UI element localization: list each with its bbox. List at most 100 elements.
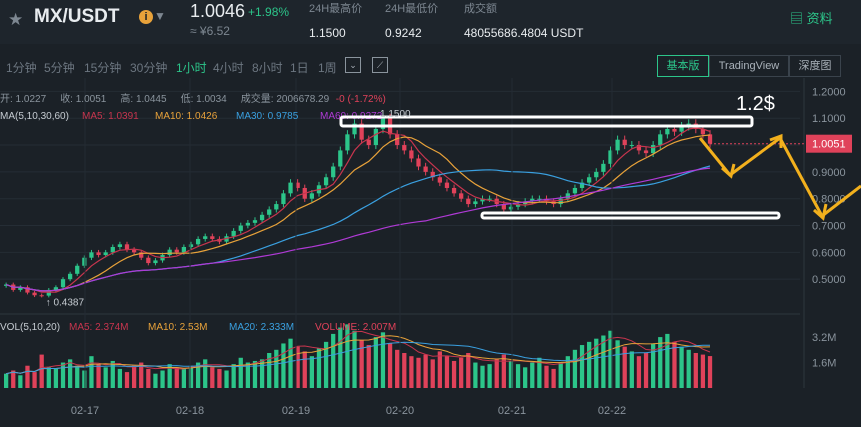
volume-bar bbox=[288, 338, 293, 388]
volume-bar bbox=[473, 362, 478, 388]
support-box bbox=[480, 211, 781, 220]
info-link[interactable]: ▤ 资料 bbox=[790, 8, 833, 27]
candle bbox=[707, 134, 713, 144]
chevron-down-icon[interactable]: ▼ bbox=[154, 9, 166, 23]
info-icon[interactable]: i bbox=[139, 10, 153, 24]
volume-bar bbox=[274, 349, 279, 388]
ohlc-label: 收: 1.0051 bbox=[60, 92, 107, 105]
pair-name[interactable]: MX/USDT bbox=[34, 6, 120, 27]
volume-bar bbox=[608, 330, 613, 388]
volume-bar bbox=[515, 364, 521, 388]
stat-value: 1.1500 bbox=[309, 26, 346, 40]
timeframe-8h[interactable]: 8小时 bbox=[252, 61, 283, 75]
candle bbox=[572, 187, 578, 194]
ohlc-label: 高: 1.0445 bbox=[120, 92, 167, 105]
volume-bar bbox=[160, 370, 165, 388]
timeframe-1w[interactable]: 1周 bbox=[318, 61, 337, 75]
candle bbox=[515, 204, 521, 207]
candle bbox=[565, 193, 570, 199]
candle bbox=[188, 244, 194, 247]
volume-bar bbox=[416, 357, 421, 388]
volume-bar bbox=[96, 364, 101, 388]
candle bbox=[153, 260, 158, 264]
timeframe-15m[interactable]: 15分钟 bbox=[84, 61, 122, 75]
volume-bar bbox=[195, 362, 201, 388]
volume-bar bbox=[558, 362, 563, 388]
candle bbox=[444, 182, 450, 188]
view-basic-button[interactable]: 基本版 bbox=[657, 55, 709, 77]
candle bbox=[437, 177, 442, 183]
candle bbox=[146, 257, 151, 264]
volume-bar bbox=[75, 365, 80, 388]
favorite-star-icon[interactable]: ★ bbox=[8, 10, 24, 29]
y-tick-label: 0.6000 bbox=[812, 247, 846, 259]
volume-bar bbox=[174, 367, 179, 388]
ohlc-label: 成交量: 2006678.29 bbox=[241, 92, 330, 105]
volume-bar bbox=[281, 343, 286, 388]
volume-bar bbox=[252, 360, 258, 388]
candle bbox=[25, 287, 30, 293]
view-tradingview-button[interactable]: TradingView bbox=[709, 55, 789, 77]
ma-legend-label: MA10: 1.0426 bbox=[155, 111, 218, 122]
candle bbox=[210, 236, 215, 239]
candle bbox=[89, 252, 94, 258]
candle bbox=[366, 139, 371, 146]
timeframe-4h[interactable]: 4小时 bbox=[213, 61, 244, 75]
volume-bar bbox=[508, 360, 514, 388]
document-icon: ▤ bbox=[790, 11, 804, 26]
ma60-line bbox=[5, 167, 711, 292]
ohlc-label: 低: 1.0034 bbox=[181, 92, 228, 105]
candle bbox=[338, 150, 343, 167]
candle bbox=[103, 252, 108, 256]
more-timeframes-icon[interactable]: ⌄ bbox=[345, 57, 361, 73]
ma5-line bbox=[5, 127, 711, 293]
volume-bar bbox=[629, 351, 634, 388]
volume-bar bbox=[60, 362, 66, 388]
candle bbox=[594, 171, 599, 178]
volume-bar bbox=[146, 368, 151, 388]
candle bbox=[380, 118, 386, 129]
view-depth-button[interactable]: 深度图 bbox=[789, 55, 841, 77]
volume-bar bbox=[338, 327, 343, 388]
timeframe-5m[interactable]: 5分钟 bbox=[44, 61, 75, 75]
volume-bar bbox=[188, 365, 194, 388]
candle bbox=[82, 257, 87, 266]
candle bbox=[501, 204, 506, 210]
volume-bar bbox=[636, 356, 642, 388]
volume-bar bbox=[373, 337, 378, 388]
volume-bar bbox=[480, 365, 485, 388]
volume-bar bbox=[167, 364, 172, 388]
timeframe-1m[interactable]: 1分钟 bbox=[6, 61, 37, 75]
volume-bar bbox=[466, 353, 471, 388]
candle bbox=[252, 220, 258, 223]
candle bbox=[245, 222, 251, 226]
timeframe-1h[interactable]: 1小时 bbox=[176, 61, 207, 75]
candle bbox=[75, 265, 80, 274]
timeframe-1d[interactable]: 1日 bbox=[290, 61, 309, 75]
volume-bar bbox=[622, 346, 627, 388]
candlestick-chart[interactable]: 1.20001.10001.00000.90000.80000.70000.60… bbox=[0, 78, 861, 427]
candle bbox=[323, 177, 329, 186]
candle bbox=[658, 134, 663, 146]
arrowhead-1 bbox=[721, 163, 736, 179]
volume-bar bbox=[181, 368, 187, 388]
ohlc-label: -0 (-1.72%) bbox=[336, 94, 386, 105]
candle bbox=[32, 292, 37, 296]
timeframe-30m[interactable]: 30分钟 bbox=[130, 61, 168, 75]
volume-bar bbox=[124, 372, 130, 388]
candle bbox=[46, 289, 51, 296]
header-bar: ★ MX/USDT i ▼ 1.0046 +1.98% ≈ ¥6.52 24H最… bbox=[0, 0, 861, 44]
target-label: 1.2$ bbox=[736, 93, 775, 115]
candle bbox=[508, 206, 514, 210]
volume-bar bbox=[323, 341, 329, 388]
volume-bar bbox=[693, 353, 698, 388]
candle bbox=[608, 150, 613, 164]
volume-bar bbox=[110, 360, 115, 388]
volume-bar bbox=[302, 351, 307, 388]
volume-bar bbox=[537, 357, 542, 388]
candle bbox=[39, 295, 44, 297]
vol-legend-label: MA5: 2.374M bbox=[69, 322, 128, 333]
indicator-icon[interactable]: ⟋ bbox=[372, 57, 388, 73]
arrowhead-2 bbox=[769, 133, 783, 148]
candle bbox=[288, 182, 293, 194]
